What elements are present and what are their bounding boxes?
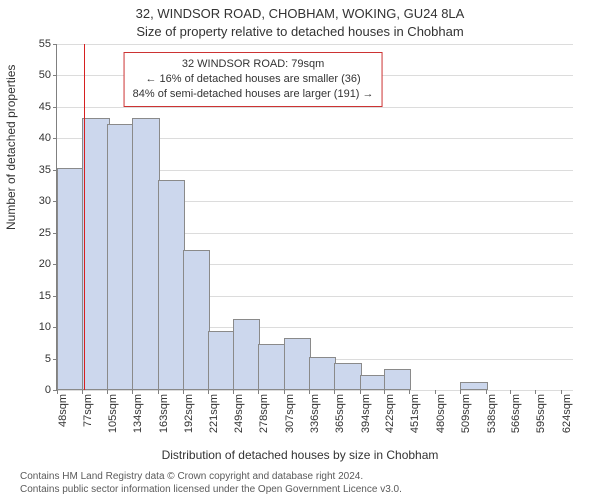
annotation-line1: 32 WINDSOR ROAD: 79sqm	[182, 58, 324, 70]
plot-area: 051015202530354045505548sqm77sqm105sqm13…	[56, 44, 573, 391]
histogram-bar	[208, 331, 235, 390]
ytick-label: 30	[39, 195, 51, 207]
ytick-mark	[53, 107, 57, 108]
histogram-bar	[132, 118, 159, 391]
xtick-label: 249sqm	[233, 390, 245, 433]
histogram-bar	[460, 382, 487, 390]
xtick-label: 221sqm	[208, 390, 220, 433]
xtick-label: 278sqm	[258, 390, 270, 433]
ytick-mark	[53, 44, 57, 45]
xtick-label: 624sqm	[561, 390, 573, 433]
x-axis-label: Distribution of detached houses by size …	[0, 448, 600, 462]
histogram-bar	[233, 319, 260, 390]
xtick-label: 307sqm	[284, 390, 296, 433]
y-axis-label: Number of detached properties	[4, 65, 18, 230]
xtick-label: 451sqm	[409, 390, 421, 433]
histogram-bar	[360, 375, 387, 390]
gridline-h	[57, 107, 573, 108]
ytick-label: 10	[39, 321, 51, 333]
histogram-bar	[82, 118, 109, 391]
histogram-bar	[284, 338, 311, 390]
xtick-label: 422sqm	[384, 390, 396, 433]
xtick-label: 336sqm	[309, 390, 321, 433]
annotation-line2: ← 16% of detached houses are smaller (36…	[145, 73, 360, 85]
ytick-mark	[53, 138, 57, 139]
marker-line	[84, 44, 85, 390]
xtick-label: 394sqm	[360, 390, 372, 433]
footer-attribution: Contains HM Land Registry data © Crown c…	[20, 471, 402, 496]
histogram-bar	[107, 124, 134, 390]
xtick-label: 48sqm	[57, 390, 69, 427]
ytick-label: 40	[39, 132, 51, 144]
xtick-label: 134sqm	[132, 390, 144, 433]
histogram-bar	[384, 369, 411, 390]
xtick-label: 163sqm	[158, 390, 170, 433]
ytick-label: 20	[39, 258, 51, 270]
xtick-label: 480sqm	[435, 390, 447, 433]
ytick-label: 5	[45, 353, 51, 365]
gridline-h	[57, 44, 573, 45]
ytick-label: 45	[39, 101, 51, 113]
histogram-bar	[334, 363, 361, 390]
xtick-label: 192sqm	[183, 390, 195, 433]
ytick-label: 15	[39, 290, 51, 302]
histogram-bar	[309, 357, 336, 390]
xtick-label: 595sqm	[535, 390, 547, 433]
histogram-bar	[258, 344, 285, 390]
ytick-label: 50	[39, 69, 51, 81]
annotation-line3: 84% of semi-detached houses are larger (…	[133, 88, 374, 100]
chart-title-main: 32, WINDSOR ROAD, CHOBHAM, WOKING, GU24 …	[0, 6, 600, 21]
ytick-label: 55	[39, 38, 51, 50]
xtick-label: 365sqm	[334, 390, 346, 433]
xtick-label: 566sqm	[510, 390, 522, 433]
footer-line1: Contains HM Land Registry data © Crown c…	[20, 471, 363, 482]
ytick-label: 35	[39, 164, 51, 176]
chart-title-sub: Size of property relative to detached ho…	[0, 24, 600, 39]
ytick-mark	[53, 75, 57, 76]
xtick-label: 509sqm	[460, 390, 472, 433]
xtick-label: 538sqm	[486, 390, 498, 433]
annotation-box: 32 WINDSOR ROAD: 79sqm ← 16% of detached…	[124, 52, 383, 107]
histogram-bar	[158, 180, 185, 390]
ytick-label: 0	[45, 384, 51, 396]
xtick-label: 105sqm	[107, 390, 119, 433]
histogram-bar	[183, 250, 210, 390]
ytick-label: 25	[39, 227, 51, 239]
footer-line2: Contains public sector information licen…	[20, 484, 402, 495]
histogram-bar	[57, 168, 84, 390]
xtick-label: 77sqm	[82, 390, 94, 427]
